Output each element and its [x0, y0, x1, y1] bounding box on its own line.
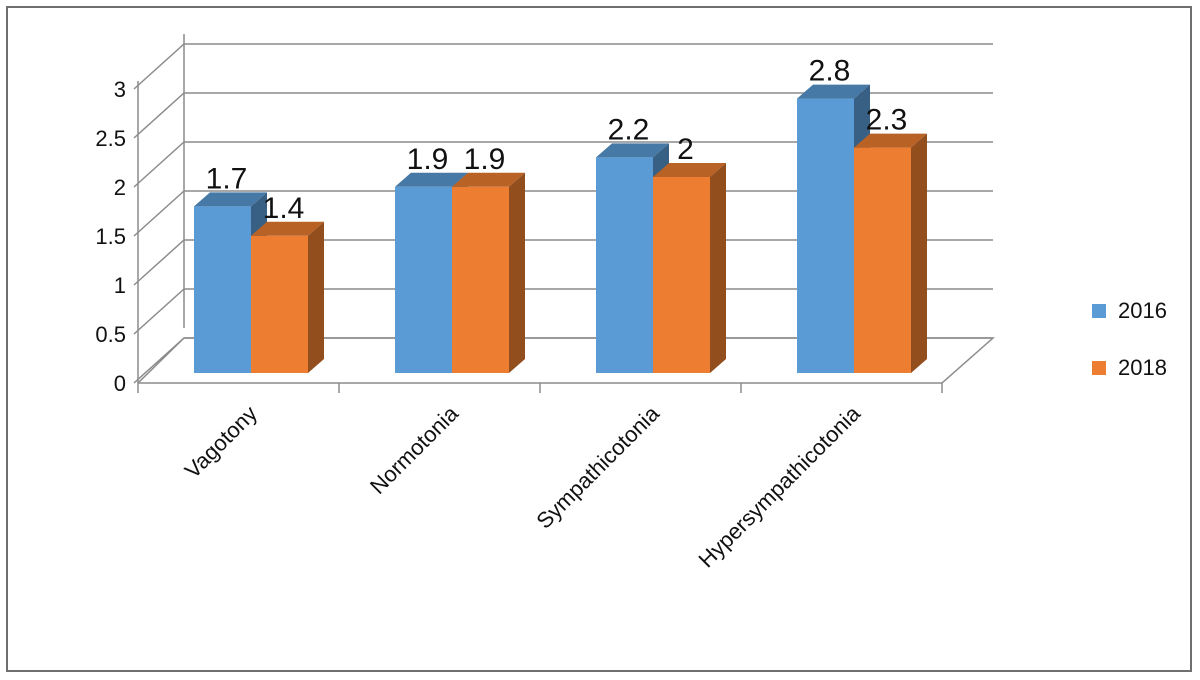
bar-top	[452, 172, 525, 187]
data-label: 2.8	[809, 55, 851, 88]
y-tick-label: 0	[114, 371, 126, 396]
bar-side	[710, 163, 726, 373]
bar-top	[395, 172, 468, 187]
y-tick-label: 0.5	[95, 322, 126, 347]
gridline	[133, 141, 993, 188]
y-tick-label: 1.5	[95, 224, 126, 249]
data-label: 1.4	[263, 192, 305, 225]
bar-front	[251, 235, 308, 373]
y-axis-tick-labels: 0 0.5 1 1.5 2 2.5 3	[95, 77, 126, 396]
category-label: Hypersympathicotonia	[693, 400, 865, 572]
data-label: 2	[677, 133, 694, 166]
bar-top	[251, 221, 324, 236]
legend-label-2018: 2018	[1118, 355, 1167, 380]
bar-sympathicotonia-2018	[653, 163, 726, 373]
y-tick-label: 1	[114, 273, 126, 298]
data-labels: 1.7 1.4 1.9 1.9 2.2 2 2.8 2.3	[206, 55, 908, 225]
data-label: 2.2	[608, 113, 650, 146]
y-tick-label: 3	[114, 77, 126, 102]
bar-top	[797, 84, 870, 99]
bar-top	[596, 143, 669, 158]
bar-front	[797, 98, 854, 373]
bar-front	[395, 186, 452, 373]
bar-hypersympathicotonia-2018	[854, 133, 927, 373]
category-label: Vagotony	[180, 401, 262, 483]
data-label: 1.9	[464, 143, 506, 176]
bar-front	[653, 177, 710, 373]
category-label: Sympathicotonia	[531, 400, 664, 533]
bar-side	[308, 221, 324, 373]
bar-top	[194, 192, 267, 207]
y-tick-label: 2.5	[95, 126, 126, 151]
x-axis-category-labels: Vagotony Normotonia Sympathicotonia Hypersy…	[180, 400, 866, 572]
bar-side	[509, 172, 525, 373]
data-label: 1.7	[206, 162, 248, 195]
bar-front	[596, 157, 653, 373]
y-tick-label: 2	[114, 175, 126, 200]
bar-front	[452, 186, 509, 373]
bar-normotonia-2018	[452, 172, 525, 373]
bar-front	[854, 147, 911, 373]
bar-side	[911, 133, 927, 373]
gridline	[133, 92, 993, 139]
bars	[194, 84, 927, 373]
bar-front	[194, 206, 251, 373]
bar-vagotony-2018	[251, 221, 324, 373]
category-label: Normotonia	[365, 400, 464, 499]
bar-top	[653, 163, 726, 177]
data-label: 1.9	[407, 143, 449, 176]
legend-swatch-2016	[1092, 304, 1106, 318]
gridline	[133, 43, 993, 90]
bar-top	[854, 133, 927, 148]
legend-label-2016: 2016	[1118, 298, 1167, 323]
legend: 2016 2018	[1092, 298, 1167, 380]
data-label: 2.3	[866, 104, 908, 137]
legend-swatch-2018	[1092, 361, 1106, 375]
